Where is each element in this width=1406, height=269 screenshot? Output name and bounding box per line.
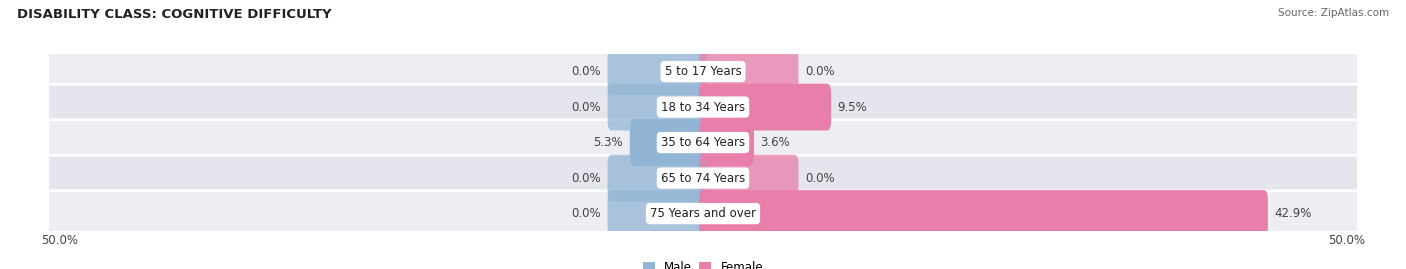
Text: 9.5%: 9.5% — [838, 101, 868, 114]
Text: 50.0%: 50.0% — [41, 234, 79, 247]
Text: 0.0%: 0.0% — [571, 65, 600, 78]
Text: 75 Years and over: 75 Years and over — [650, 207, 756, 220]
Text: 50.0%: 50.0% — [1327, 234, 1365, 247]
Text: Source: ZipAtlas.com: Source: ZipAtlas.com — [1278, 8, 1389, 18]
Text: 35 to 64 Years: 35 to 64 Years — [661, 136, 745, 149]
FancyBboxPatch shape — [630, 119, 707, 166]
Text: 5 to 17 Years: 5 to 17 Years — [665, 65, 741, 78]
Text: 0.0%: 0.0% — [571, 172, 600, 185]
FancyBboxPatch shape — [39, 84, 1367, 130]
Text: 65 to 74 Years: 65 to 74 Years — [661, 172, 745, 185]
Text: 0.0%: 0.0% — [806, 172, 835, 185]
Text: 5.3%: 5.3% — [593, 136, 623, 149]
Text: 42.9%: 42.9% — [1274, 207, 1312, 220]
FancyBboxPatch shape — [699, 155, 799, 201]
FancyBboxPatch shape — [699, 119, 754, 166]
FancyBboxPatch shape — [39, 155, 1367, 201]
FancyBboxPatch shape — [699, 84, 831, 130]
FancyBboxPatch shape — [607, 84, 707, 130]
FancyBboxPatch shape — [39, 191, 1367, 236]
Legend: Male, Female: Male, Female — [638, 256, 768, 269]
Text: 0.0%: 0.0% — [806, 65, 835, 78]
FancyBboxPatch shape — [39, 49, 1367, 94]
Text: 0.0%: 0.0% — [571, 101, 600, 114]
FancyBboxPatch shape — [699, 48, 799, 95]
Text: DISABILITY CLASS: COGNITIVE DIFFICULTY: DISABILITY CLASS: COGNITIVE DIFFICULTY — [17, 8, 332, 21]
FancyBboxPatch shape — [607, 155, 707, 201]
FancyBboxPatch shape — [607, 48, 707, 95]
Text: 0.0%: 0.0% — [571, 207, 600, 220]
Text: 18 to 34 Years: 18 to 34 Years — [661, 101, 745, 114]
FancyBboxPatch shape — [699, 190, 1268, 237]
Text: 3.6%: 3.6% — [761, 136, 790, 149]
FancyBboxPatch shape — [607, 190, 707, 237]
FancyBboxPatch shape — [39, 120, 1367, 165]
